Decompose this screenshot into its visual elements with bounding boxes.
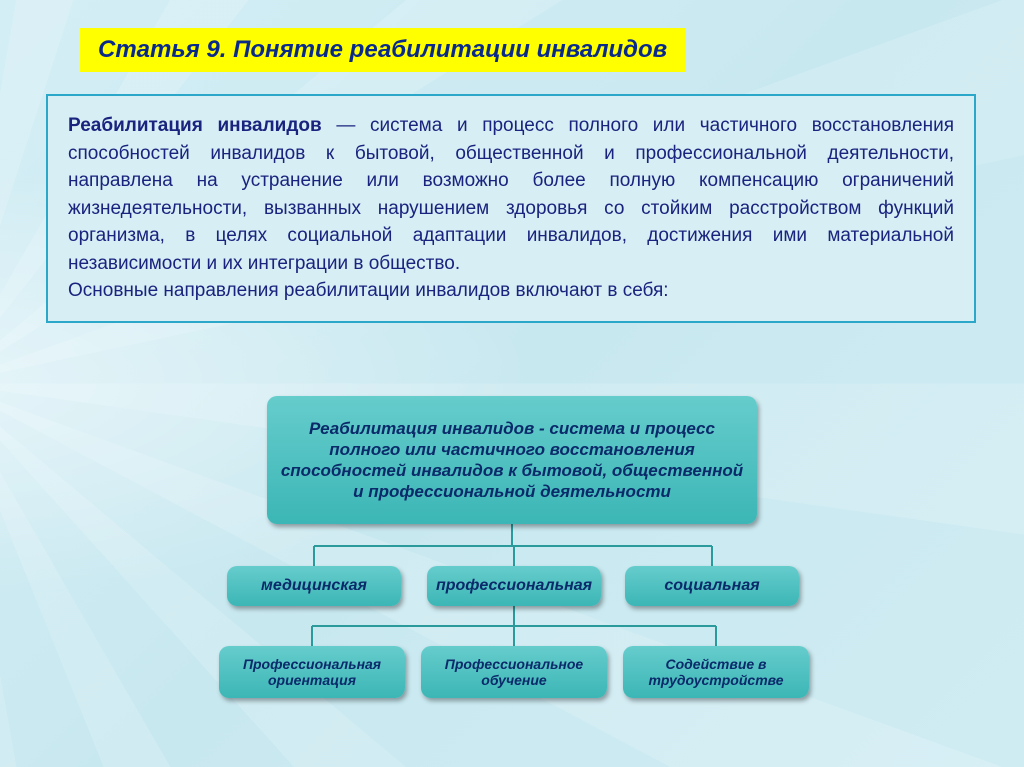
definition-body: — система и процесс полного или частично…: [68, 115, 954, 274]
diagram-bot-1: Профессиональное обучение: [421, 646, 607, 698]
definition-term: Реабилитация инвалидов: [68, 115, 322, 136]
page-title: Статья 9. Понятие реабилитации инвалидов: [80, 28, 685, 72]
definition-line2: Основные направления реабилитации инвали…: [68, 280, 669, 301]
diagram-bot-0: Профессиональная ориентация: [219, 646, 405, 698]
diagram-mid-2: социальная: [625, 566, 799, 606]
definition-box: Реабилитация инвалидов — система и проце…: [46, 94, 976, 323]
diagram-mid-0: медицинская: [227, 566, 401, 606]
diagram-mid-1: профессиональная: [427, 566, 601, 606]
diagram-bot-2: Содействие в трудоустройстве: [623, 646, 809, 698]
diagram-root: Реабилитация инвалидов - система и проце…: [267, 396, 757, 524]
